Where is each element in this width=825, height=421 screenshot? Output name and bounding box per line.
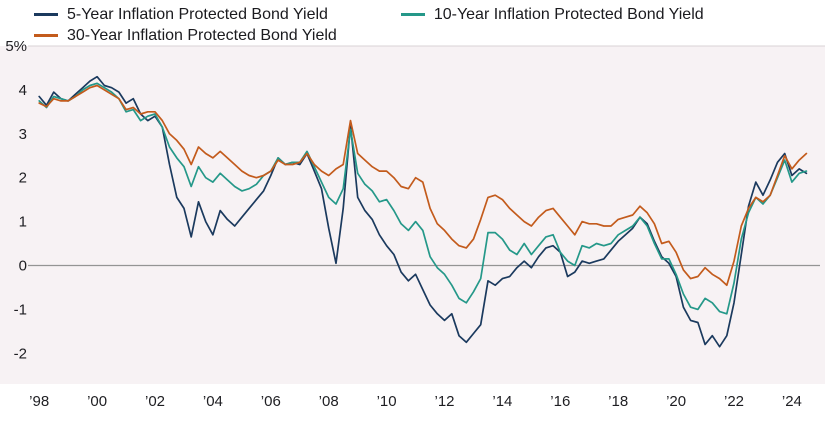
y-tick-label: -2 (14, 345, 27, 362)
y-tick-label: 4 (19, 82, 27, 99)
x-tick-label: ’98 (29, 393, 49, 410)
legend-item-5-year: 5-Year Inflation Protected Bond Yield (34, 4, 337, 25)
x-tick-label: ’10 (377, 393, 397, 410)
legend-label-10-year: 10-Year Inflation Protected Bond Yield (433, 5, 704, 23)
x-tick-label: ’24 (782, 393, 802, 410)
plot-background (0, 46, 825, 384)
legend-item-10-year: 10-Year Inflation Protected Bond Yield (400, 4, 704, 25)
series-line-30-year (38, 84, 808, 287)
legend-label-30-year: 30-Year Inflation Protected Bond Yield (67, 26, 337, 44)
legend-swatch-30-year (34, 34, 58, 37)
series-line-10-year (38, 82, 808, 315)
y-tick-label: 3 (19, 126, 27, 143)
x-tick-label: ’06 (261, 393, 281, 410)
y-tick-label: 0 (19, 257, 27, 274)
x-tick-label: ’02 (145, 393, 165, 410)
x-tick-label: ’12 (434, 393, 454, 410)
x-tick-label: ’22 (724, 393, 744, 410)
y-tick-label: 2 (19, 170, 27, 187)
series-line-5-year (38, 75, 808, 348)
x-tick-label: ’20 (666, 393, 686, 410)
y-tick-label: 1 (19, 214, 27, 231)
x-tick-label: ’04 (203, 393, 223, 410)
legend-swatch-10-year (400, 13, 425, 16)
x-tick-label: ’00 (87, 393, 107, 410)
legend-label-5-year: 5-Year Inflation Protected Bond Yield (67, 5, 328, 23)
legend-item-30-year: 30-Year Inflation Protected Bond Yield (34, 25, 337, 46)
legend-swatch-5-year (34, 13, 58, 16)
chart-legend: 5-Year Inflation Protected Bond Yield 10… (34, 4, 704, 46)
x-tick-label: ’16 (550, 393, 570, 410)
x-tick-label: ’14 (492, 393, 512, 410)
x-tick-label: ’18 (608, 393, 628, 410)
y-tick-label: -1 (14, 301, 27, 318)
x-tick-label: ’08 (319, 393, 339, 410)
y-tick-label: 5% (5, 38, 27, 55)
